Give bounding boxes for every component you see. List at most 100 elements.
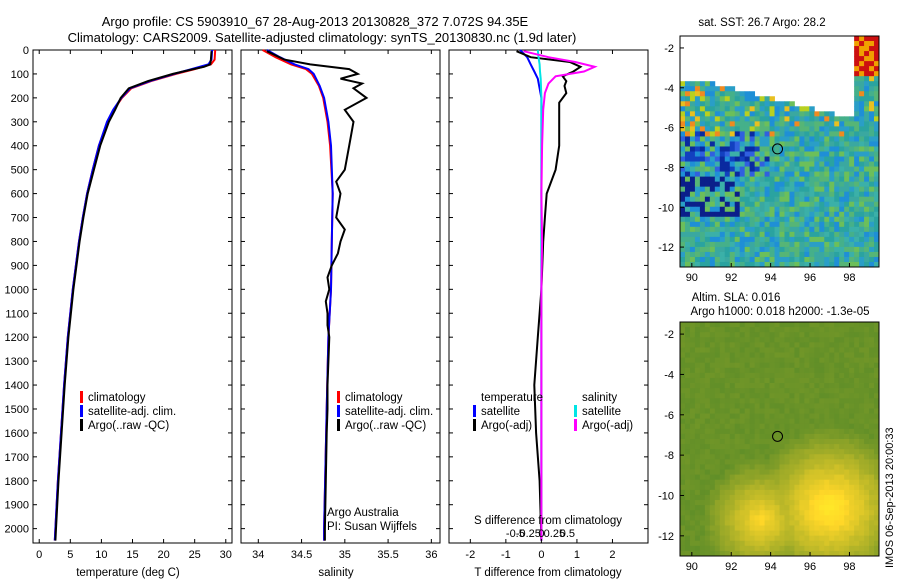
sla-cell [719, 347, 726, 353]
sst-cell [874, 51, 880, 57]
sla-cell [814, 398, 820, 404]
sla-cell [809, 525, 815, 531]
sst-cell [694, 236, 701, 243]
sst-cell [804, 246, 810, 253]
sla-cell [794, 505, 800, 511]
sla-cell [834, 413, 840, 420]
sla-cell [789, 550, 795, 557]
sst-cell [794, 131, 800, 137]
sla-cell [689, 372, 696, 379]
argo-float-marker-sla [772, 430, 784, 442]
sla-cell [734, 459, 741, 465]
sst-cell [689, 146, 696, 152]
depth-tick-label-16: 1600 [5, 428, 29, 440]
sst-cell [719, 251, 726, 258]
sla-cell [814, 423, 820, 430]
sla-cell [699, 322, 706, 328]
sst-cell [694, 131, 701, 137]
sla-cell [799, 479, 805, 486]
sla-cell [699, 342, 706, 348]
sla-cell [804, 530, 810, 537]
sla-cell [799, 342, 805, 348]
sst-cell [729, 91, 736, 97]
sla-cell [804, 515, 810, 521]
sla-cell [869, 454, 875, 460]
sst-cell [859, 231, 865, 238]
sla-cell [759, 433, 765, 440]
sla-cell [734, 545, 741, 552]
sla-cell [814, 388, 820, 394]
sst-cell [699, 196, 706, 203]
sla-cell [774, 464, 780, 470]
sst-cell [849, 261, 855, 268]
sst-cell [844, 156, 850, 162]
sla-cell [829, 367, 835, 374]
sla-cell [779, 352, 785, 359]
legend-temp-argo: Argo(-adj) [481, 420, 532, 432]
salinity-series-2 [266, 50, 369, 541]
sla-cell [874, 484, 880, 491]
sst-cell [719, 96, 726, 102]
sst-cell [849, 226, 855, 233]
sst-cell [744, 251, 751, 258]
sst-cell [744, 156, 751, 162]
sla-cell [804, 535, 810, 542]
sst-cell [694, 231, 701, 238]
sla-cell [694, 357, 701, 364]
sla-cell [834, 500, 840, 506]
sla-cell [859, 362, 865, 369]
sla-xtick-label-2: 94 [765, 561, 777, 573]
sst-cell [859, 146, 865, 152]
sst-cell [729, 131, 736, 137]
sst-cell [834, 141, 840, 147]
sst-cell [744, 121, 751, 127]
sla-cell [680, 525, 686, 531]
sst-cell [874, 81, 880, 87]
sla-cell [694, 377, 701, 384]
sst-cell [749, 141, 756, 147]
sla-cell [680, 540, 686, 547]
sla-cell [699, 444, 706, 450]
sst-cell [729, 166, 736, 172]
sla-cell [694, 383, 701, 389]
sst-cell [809, 166, 815, 172]
sla-cell [839, 433, 845, 440]
sst-cell [764, 176, 770, 183]
sst-cell [769, 181, 775, 188]
sla-cell [774, 372, 780, 379]
sla-cell [874, 479, 880, 486]
sla-cell [724, 398, 731, 404]
sst-cell [874, 106, 880, 112]
sla-cell [684, 352, 691, 359]
sla-cell [854, 525, 860, 531]
sla-cell [814, 433, 820, 440]
sst-cell [754, 236, 761, 243]
sst-cell [744, 96, 751, 102]
sst-cell [734, 151, 741, 157]
sst-cell [819, 121, 825, 127]
sst-cell [749, 261, 756, 268]
sst-cell [719, 111, 726, 117]
sst-cell [874, 246, 880, 253]
sla-cell [819, 469, 825, 476]
sst-cell [859, 61, 865, 67]
sst-cell [834, 186, 840, 193]
sst-cell [704, 201, 711, 208]
sst-cell [684, 201, 691, 208]
sst-cell [859, 201, 865, 208]
sst-cell [759, 221, 765, 228]
sla-cell [849, 347, 855, 353]
sst-cell [699, 261, 706, 268]
sst-cell [859, 36, 865, 42]
sla-cell [769, 347, 775, 353]
sla-cell [779, 530, 785, 537]
sla-cell [684, 520, 691, 526]
sst-cell [689, 81, 696, 87]
sst-cell [794, 176, 800, 183]
sst-cell [709, 156, 716, 162]
sst-cell [689, 141, 696, 147]
sst-cell [689, 131, 696, 137]
salinity-xtick-label-3: 35.5 [377, 549, 398, 561]
sst-cell [799, 126, 805, 132]
depth-tick-label-17: 1700 [5, 452, 29, 464]
